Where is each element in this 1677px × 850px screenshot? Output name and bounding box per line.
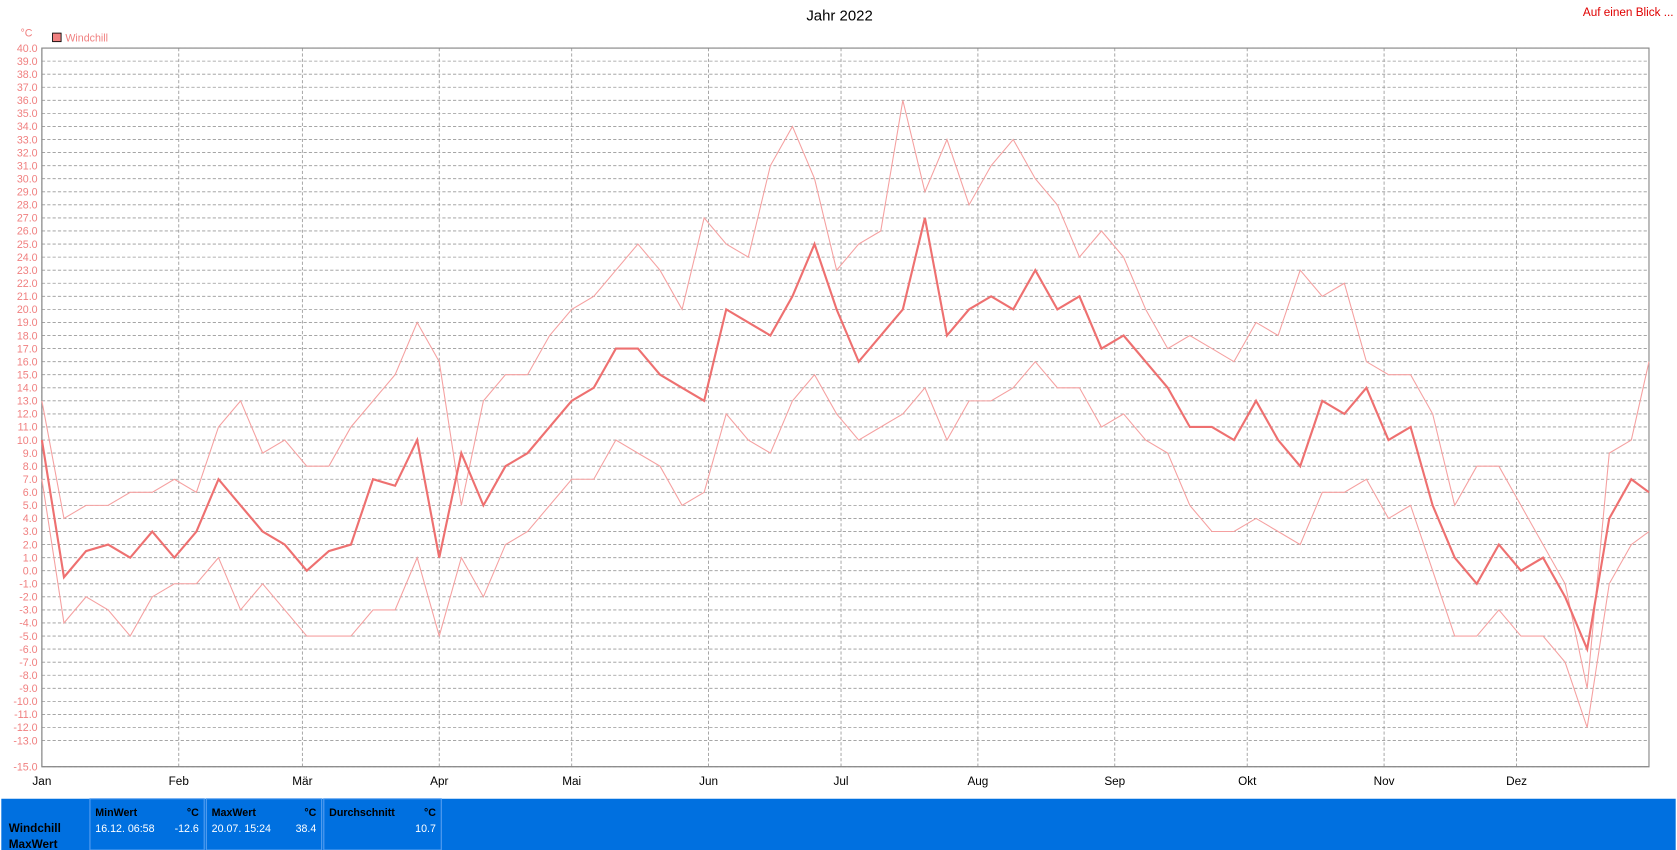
- y-tick-label: 0.0: [23, 565, 38, 577]
- y-tick-label: -6.0: [19, 644, 37, 656]
- y-tick-label: -5.0: [19, 631, 37, 643]
- stats-header: Durchschnitt: [329, 807, 395, 819]
- stats-panel: [1, 798, 1676, 850]
- y-tick-label: -8.0: [19, 670, 37, 682]
- y-tick-label: 24.0: [17, 252, 38, 264]
- y-tick-label: 23.0: [17, 265, 38, 277]
- y-tick-label: -12.0: [13, 722, 37, 734]
- y-tick-label: 11.0: [18, 422, 38, 434]
- y-tick-label: -4.0: [19, 618, 37, 630]
- y-tick-label: -3.0: [19, 605, 37, 617]
- x-tick-label: Jan: [32, 775, 51, 788]
- y-tick-label: -13.0: [13, 735, 37, 747]
- y-tick-label: 13.0: [17, 396, 38, 408]
- y-tick-label: -11.0: [14, 709, 38, 721]
- x-tick-label: Dez: [1506, 775, 1527, 788]
- x-tick-label: Apr: [430, 775, 448, 788]
- y-tick-label: 40.0: [17, 43, 38, 55]
- y-tick-label: 9.0: [23, 448, 38, 460]
- y-tick-label: 3.0: [23, 526, 38, 538]
- row-label: MaxWert: [9, 838, 58, 850]
- x-tick-label: Jul: [834, 775, 849, 788]
- plot-area: [41, 47, 1650, 768]
- stats-unit: °C: [304, 807, 316, 819]
- link[interactable]: Auf einen Blick ...: [1583, 6, 1674, 19]
- x-tick-label: Mär: [292, 775, 312, 788]
- plot-area: [41, 47, 1650, 768]
- x-tick-label: Jun: [699, 775, 718, 788]
- legend-swatch: [52, 32, 62, 43]
- y-tick-label: 18.0: [17, 330, 38, 342]
- stats-header: MaxWert: [212, 807, 257, 819]
- y-tick-label: 16.0: [17, 356, 38, 368]
- stats-value: -12.6: [175, 823, 199, 835]
- y-tick-label: 26.0: [17, 226, 38, 238]
- x-tick-label: Nov: [1374, 775, 1395, 788]
- line: [40, 217, 1650, 653]
- legend-label: Windchill: [65, 33, 108, 45]
- stats-unit: °C: [424, 807, 436, 819]
- y-tick-label: 39.0: [17, 56, 38, 68]
- y-tick-label: 30.0: [17, 173, 38, 185]
- y-tick-label: 36.0: [17, 95, 38, 107]
- y-tick-label: 8.0: [23, 461, 38, 473]
- y-tick-label: 6.0: [23, 487, 38, 499]
- x-tick-label: Mai: [562, 775, 581, 788]
- y-tick-label: 15.0: [17, 369, 38, 381]
- y-tick-label: -10.0: [13, 696, 37, 708]
- y-tick-label: 33.0: [17, 134, 38, 146]
- x-tick-label: Sep: [1104, 775, 1125, 788]
- y-tick-label: 37.0: [17, 82, 38, 94]
- y-tick-label: 10.0: [17, 435, 38, 447]
- row-label: Windchill: [9, 822, 61, 835]
- y-tick-label: 2.0: [23, 539, 38, 551]
- x-tick-label: Okt: [1238, 775, 1257, 788]
- y-tick-label: 19.0: [17, 317, 38, 329]
- y-tick-label: 22.0: [17, 278, 38, 290]
- y-tick-label: 34.0: [17, 121, 38, 133]
- y-tick-label: 12.0: [17, 409, 38, 421]
- y-tick-label: 21.0: [17, 291, 38, 303]
- y-tick-label: 1.0: [23, 552, 38, 564]
- y-tick-label: -9.0: [19, 683, 37, 695]
- y-tick-label: 25.0: [17, 239, 38, 251]
- stats-unit: °C: [187, 807, 199, 819]
- y-tick-label: 14.0: [17, 383, 38, 395]
- stats-date: 16.12. 06:58: [95, 823, 154, 835]
- line: [41, 100, 1650, 689]
- y-tick-label: -15.0: [13, 761, 37, 773]
- stats-date: 20.07. 15:24: [212, 823, 271, 835]
- stats-value: 10.7: [415, 823, 436, 835]
- line: [41, 360, 1650, 728]
- y-tick-label: 4.0: [23, 513, 38, 525]
- y-tick-label: -7.0: [19, 657, 37, 669]
- y-tick-label: 38.0: [17, 69, 38, 81]
- y-tick-label: 5.0: [23, 500, 38, 512]
- y-tick-label: 29.0: [17, 187, 38, 199]
- y-tick-label: 32.0: [17, 147, 38, 159]
- y-tick-label: -2.0: [19, 592, 37, 604]
- y-tick-label: -1.0: [19, 579, 37, 591]
- y-tick-label: 35.0: [17, 108, 38, 120]
- y-tick-label: 20.0: [17, 304, 38, 316]
- y-tick-label: 28.0: [17, 200, 38, 212]
- chart-title: Jahr 2022: [806, 7, 872, 24]
- y-tick-label: 7.0: [23, 474, 38, 486]
- y-tick-label: 31.0: [17, 160, 38, 172]
- stats-value: 38.4: [296, 823, 317, 835]
- x-tick-label: Aug: [967, 775, 988, 788]
- x-tick-label: Feb: [169, 775, 190, 788]
- y-tick-label: 17.0: [17, 343, 38, 355]
- stats-header: MinWert: [95, 807, 137, 819]
- y-unit: °C: [21, 27, 33, 39]
- y-tick-label: 27.0: [17, 213, 38, 225]
